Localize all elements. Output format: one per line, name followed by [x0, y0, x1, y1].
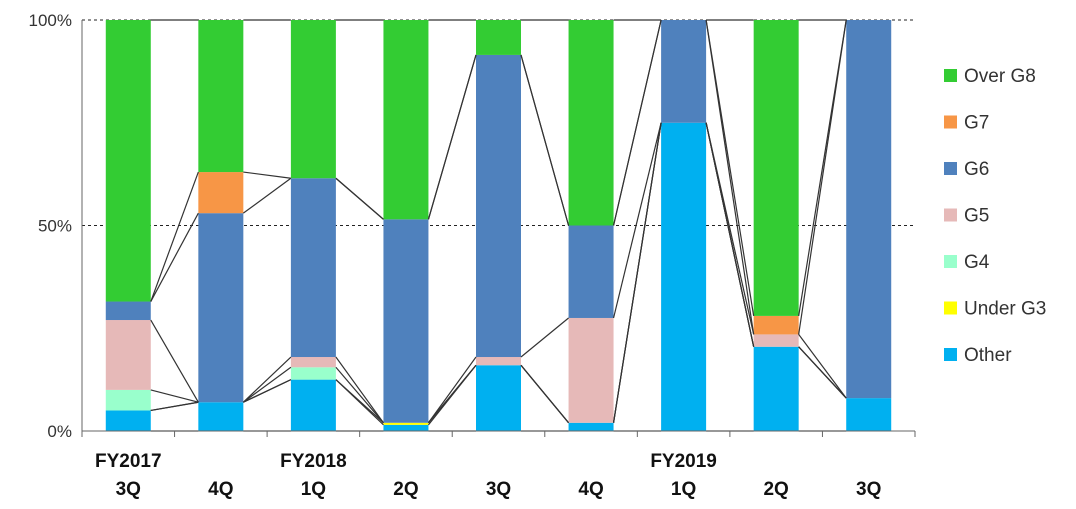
bar-segment-other [476, 365, 521, 431]
series-connector-line [150, 389, 199, 403]
bar-segment-g6 [568, 225, 614, 318]
series-connector-line [150, 212, 199, 302]
series-connector-line [798, 346, 847, 399]
legend-label: G6 [964, 159, 989, 180]
y-tick-label: 100% [29, 11, 72, 30]
bar-segment-g4 [290, 367, 336, 380]
series-connector-line [520, 54, 570, 226]
x-tick-label-quarter: 4Q [578, 479, 603, 500]
bar-segment-g4 [105, 389, 151, 411]
bar-segment-over-g8 [198, 20, 244, 173]
legend-swatch-other [944, 348, 957, 361]
series-connector-line [150, 171, 199, 302]
bar-segment-g6 [383, 219, 429, 423]
legend-label: G5 [964, 206, 989, 227]
y-tick-label: 50% [38, 217, 72, 236]
legend-label: G7 [964, 113, 989, 134]
x-tick-label-quarter: 4Q [208, 479, 233, 500]
series-connector-line [612, 122, 662, 423]
axis-layer: 0% 50% 100% FY2017 3Q 4Q FY2018 1Q 2Q 3Q 4Q FY2019 1… [29, 11, 916, 500]
bar-segment-under-g3 [383, 422, 429, 425]
bar-segment-other [105, 410, 151, 431]
series-connector-line [612, 122, 662, 319]
bar-segment-other [753, 346, 799, 431]
legend-label: Under G3 [964, 299, 1046, 320]
series-connector-line [335, 379, 384, 424]
series-connector-line [612, 19, 662, 226]
legend-swatch-g7 [944, 115, 957, 129]
legend-label: G4 [964, 252, 990, 273]
bar-segment-other [198, 402, 244, 431]
bar-segment-g5 [290, 357, 336, 368]
series-connector-line [150, 401, 199, 412]
x-tick-label-quarter: 3Q [116, 479, 141, 500]
bar-segment-over-g8 [753, 20, 799, 316]
legend: Over G8 G7 G6 G5 G4 Under G3 Other [944, 66, 1046, 366]
legend-swatch-under-g3 [944, 301, 957, 315]
bar-segment-g5 [568, 317, 614, 423]
x-tick-label-quarter: 1Q [671, 479, 696, 500]
series-connector-line [427, 54, 477, 220]
series-connector-line [427, 364, 477, 424]
bar-segment-other [846, 398, 892, 431]
y-tick-label: 0% [47, 422, 72, 441]
bar-segment-over-g8 [105, 20, 151, 302]
series-connector-line [520, 364, 570, 424]
bars-layer [105, 20, 892, 431]
series-connector-line [242, 177, 292, 214]
legend-swatch-over-g8 [944, 69, 957, 82]
series-connector-line [705, 19, 755, 317]
legend-swatch-g5 [944, 208, 957, 222]
connector-lines [150, 19, 847, 432]
bar-segment-other [661, 122, 707, 431]
series-connector-line [427, 356, 477, 424]
series-connector-line [335, 356, 384, 424]
bar-segment-other [568, 422, 614, 431]
bar-segment-over-g8 [568, 20, 614, 226]
bar-segment-g6 [476, 54, 521, 358]
bar-segment-over-g8 [290, 20, 336, 179]
x-tick-label-quarter: 3Q [486, 479, 511, 500]
bar-segment-g6 [290, 178, 336, 358]
series-connector-line [242, 366, 292, 403]
legend-swatch-g4 [944, 255, 957, 268]
legend-label: Other [964, 345, 1012, 366]
x-tick-label-fiscal-year: FY2017 [95, 451, 162, 472]
bar-segment-g7 [753, 315, 799, 335]
series-connector-line [243, 379, 292, 403]
bar-segment-other [290, 379, 336, 431]
series-connector-line [798, 334, 847, 399]
bar-segment-g6 [661, 20, 707, 123]
bar-segment-over-g8 [476, 20, 521, 55]
bar-segment-g5 [105, 320, 151, 390]
bar-segment-g5 [476, 357, 521, 366]
bar-segment-over-g8 [383, 20, 429, 220]
series-connector-line [242, 356, 292, 403]
x-tick-label-fiscal-year: FY2018 [280, 451, 347, 472]
bar-segment-g5 [753, 334, 799, 347]
series-connector-line [520, 317, 569, 358]
series-connector-line [243, 171, 291, 179]
series-connector-line [705, 122, 755, 335]
series-connector-line [335, 177, 384, 220]
x-tick-label-fiscal-year: FY2019 [650, 451, 717, 472]
bar-segment-g7 [198, 172, 244, 214]
bar-segment-g6 [846, 20, 892, 399]
series-connector-line [150, 319, 199, 403]
x-tick-label-quarter: 2Q [763, 479, 788, 500]
legend-label: Over G8 [964, 66, 1036, 87]
x-tick-label-quarter: 3Q [856, 479, 881, 500]
series-connector-line [335, 366, 384, 424]
series-connector-line [798, 19, 847, 317]
legend-swatch-g6 [944, 162, 957, 175]
bar-segment-g6 [198, 213, 244, 403]
bar-segment-g6 [105, 301, 151, 321]
x-tick-label-quarter: 1Q [301, 479, 326, 500]
bar-segment-other [383, 424, 429, 431]
x-tick-label-quarter: 2Q [393, 479, 418, 500]
